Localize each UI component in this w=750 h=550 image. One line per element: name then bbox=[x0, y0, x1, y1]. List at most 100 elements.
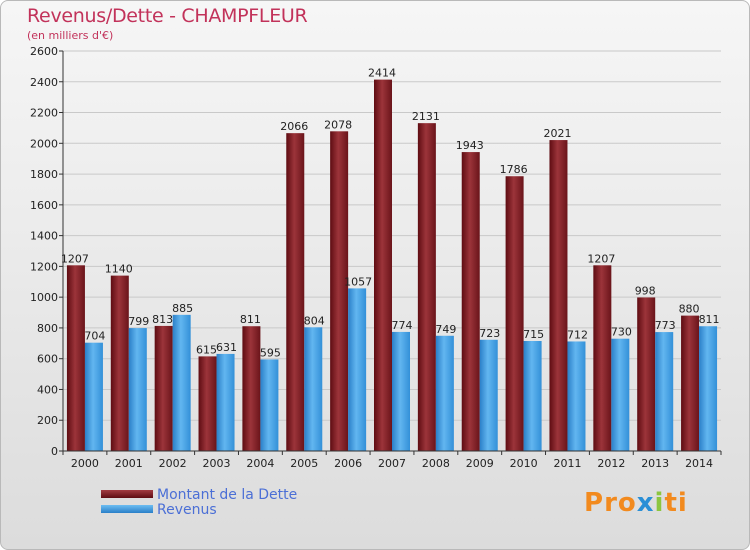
x-tick-label: 2007 bbox=[378, 457, 406, 470]
data-label-revenus: 749 bbox=[435, 323, 456, 336]
proxiti-logo: Proxiti bbox=[584, 488, 688, 518]
data-label-revenus: 595 bbox=[260, 346, 281, 359]
data-label-dette: 2021 bbox=[543, 127, 571, 140]
data-label-revenus: 704 bbox=[84, 330, 105, 343]
x-tick-label: 2008 bbox=[422, 457, 450, 470]
x-tick-label: 2006 bbox=[334, 457, 362, 470]
bar-revenus bbox=[611, 338, 630, 451]
y-tick-label: 200 bbox=[37, 414, 58, 427]
bar-dette bbox=[66, 265, 85, 451]
data-label-revenus: 631 bbox=[216, 341, 237, 354]
data-label-revenus: 774 bbox=[392, 319, 413, 332]
legend-swatch-revenus bbox=[101, 505, 153, 513]
x-tick-label: 2010 bbox=[510, 457, 538, 470]
data-label-revenus: 811 bbox=[699, 313, 720, 326]
bar-revenus bbox=[523, 341, 542, 451]
data-label-revenus: 799 bbox=[128, 315, 149, 328]
bar-dette bbox=[286, 133, 305, 451]
bar-revenus bbox=[260, 359, 279, 451]
x-tick-label: 2000 bbox=[71, 457, 99, 470]
data-label-dette: 1207 bbox=[61, 252, 89, 265]
data-label-dette: 2131 bbox=[412, 110, 440, 123]
bar-dette bbox=[330, 131, 349, 452]
logo-letter: P bbox=[584, 488, 605, 518]
bar-revenus bbox=[567, 341, 586, 451]
data-label-revenus: 1057 bbox=[344, 275, 372, 288]
y-tick-label: 1000 bbox=[30, 291, 58, 304]
data-label-dette: 811 bbox=[240, 313, 261, 326]
bar-revenus bbox=[435, 335, 454, 451]
x-tick-label: 2003 bbox=[203, 457, 231, 470]
y-axis: 0 200 400 600 800 1000 1200 1400 1600 1800 2000 220… bbox=[30, 45, 64, 458]
data-label-dette: 2078 bbox=[324, 118, 352, 131]
data-label-revenus: 773 bbox=[655, 319, 676, 332]
bar-dette bbox=[417, 123, 436, 452]
bar-revenus bbox=[172, 314, 191, 451]
data-label-revenus: 715 bbox=[523, 328, 544, 341]
logo-letter: r bbox=[604, 488, 618, 518]
bar-dette bbox=[461, 152, 480, 452]
logo-letter: o bbox=[617, 488, 637, 518]
y-tick-label: 1800 bbox=[30, 168, 58, 181]
data-label-revenus: 804 bbox=[304, 314, 325, 327]
bar-revenus bbox=[699, 326, 718, 451]
bar-dette bbox=[110, 275, 129, 451]
bar-revenus bbox=[479, 339, 498, 451]
x-tick-label: 2014 bbox=[685, 457, 713, 470]
y-tick-label: 2600 bbox=[30, 45, 58, 58]
data-label-dette: 813 bbox=[152, 313, 173, 326]
bar-dette bbox=[198, 356, 217, 451]
data-label-dette: 1140 bbox=[105, 263, 133, 276]
chart-title: Revenus/Dette - CHAMPFLEUR bbox=[27, 5, 308, 27]
legend-label-revenus: Revenus bbox=[157, 502, 217, 518]
bar-revenus bbox=[655, 332, 674, 451]
bar-dette bbox=[242, 326, 261, 451]
bar-dette bbox=[505, 176, 524, 451]
data-label-dette: 615 bbox=[196, 343, 217, 356]
data-label-revenus: 723 bbox=[479, 327, 500, 340]
bar-revenus bbox=[216, 353, 235, 451]
x-tick-label: 2009 bbox=[466, 457, 494, 470]
x-tick-label: 2012 bbox=[597, 457, 625, 470]
y-tick-label: 2200 bbox=[30, 107, 58, 120]
bar-dette bbox=[637, 297, 656, 451]
x-tick-label: 2011 bbox=[553, 457, 581, 470]
logo-letter: i bbox=[677, 488, 688, 518]
logo-letter: x bbox=[636, 488, 655, 518]
y-tick-label: 400 bbox=[37, 383, 58, 396]
y-tick-label: 2400 bbox=[30, 76, 58, 89]
data-label-revenus: 730 bbox=[611, 326, 632, 339]
y-tick-label: 600 bbox=[37, 353, 58, 366]
logo-letter: t bbox=[664, 488, 678, 518]
data-label-dette: 998 bbox=[635, 284, 656, 297]
bar-revenus bbox=[392, 331, 410, 451]
bar-dette bbox=[374, 79, 392, 451]
bar-dette bbox=[549, 140, 568, 452]
x-tick-label: 2002 bbox=[159, 457, 187, 470]
bar-revenus bbox=[84, 342, 103, 451]
bar-revenus bbox=[128, 328, 147, 451]
bar-dette bbox=[154, 325, 173, 451]
legend-label-dette: Montant de la Dette bbox=[157, 487, 298, 503]
x-axis: 2000 2001 2002 2003 2004 2005 2006 2007 2008 2009… bbox=[62, 450, 722, 470]
y-tick-label: 1400 bbox=[30, 230, 58, 243]
x-tick-label: 2013 bbox=[641, 457, 669, 470]
x-tick-label: 2001 bbox=[115, 457, 143, 470]
data-label-dette: 1207 bbox=[587, 252, 615, 265]
bars bbox=[66, 79, 718, 452]
data-label-revenus: 712 bbox=[567, 328, 588, 341]
data-label-dette: 2414 bbox=[368, 67, 396, 80]
logo-letter: i bbox=[654, 488, 665, 518]
bar-revenus bbox=[348, 288, 367, 451]
chart-subtitle: (en milliers d'€) bbox=[27, 29, 114, 42]
y-tick-label: 1200 bbox=[30, 260, 58, 273]
data-label-dette: 880 bbox=[679, 303, 700, 316]
data-label-dette: 1943 bbox=[456, 139, 484, 152]
x-tick-label: 2004 bbox=[246, 457, 274, 470]
y-tick-label: 0 bbox=[51, 445, 58, 458]
y-tick-label: 800 bbox=[37, 322, 58, 335]
y-tick-label: 2000 bbox=[30, 137, 58, 150]
x-tick-label: 2005 bbox=[290, 457, 318, 470]
